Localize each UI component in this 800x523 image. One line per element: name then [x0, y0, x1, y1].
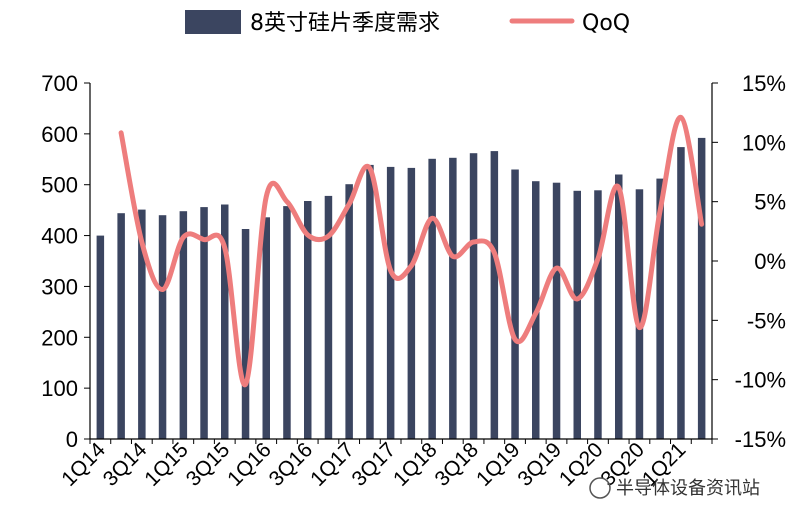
- right-tick-label: 10%: [742, 130, 786, 155]
- bar-2Q21: [697, 137, 706, 439]
- bar-2Q15: [200, 207, 208, 439]
- x-tick-label: 3Q16: [265, 438, 318, 491]
- x-tick-label: 1Q19: [472, 438, 525, 491]
- bar-3Q16: [304, 201, 312, 439]
- x-tick-label: 3Q18: [431, 438, 484, 491]
- bar-4Q19: [573, 190, 581, 439]
- bar-4Q14: [158, 215, 167, 439]
- bar-1Q15: [179, 211, 188, 439]
- x-tick-label: 3Q19: [513, 438, 566, 491]
- bar-3Q17: [386, 166, 395, 439]
- x-tick-label: 1Q18: [389, 438, 442, 491]
- bar-3Q19: [552, 182, 561, 439]
- qoq-line: [118, 114, 705, 387]
- right-tick-label: -10%: [735, 368, 786, 393]
- bar-3Q20: [635, 189, 644, 439]
- legend-bar-label: 8英寸硅片季度需求: [250, 11, 440, 36]
- left-tick-label: 700: [41, 71, 78, 96]
- x-tick-label: 3Q17: [348, 438, 401, 491]
- bar-2Q14: [117, 213, 125, 439]
- x-tick-label: 1Q16: [223, 438, 276, 491]
- bar-4Q20: [656, 178, 664, 439]
- x-tick-label: 1Q15: [140, 438, 193, 491]
- legend: 8英寸硅片季度需求 QoQ: [185, 10, 630, 36]
- bar-1Q14: [96, 235, 105, 439]
- left-tick-label: 600: [41, 122, 78, 147]
- x-tick-label: 1Q17: [306, 438, 359, 491]
- watermark-text: 半导体设备资讯站: [616, 478, 760, 499]
- watermark: 半导体设备资讯站: [589, 477, 760, 499]
- bar-4Q17: [407, 167, 416, 439]
- bar-2Q17: [366, 164, 374, 439]
- left-tick-label: 0: [66, 427, 78, 452]
- bar-4Q18: [490, 151, 499, 439]
- left-tick-label: 300: [41, 274, 78, 299]
- bar-1Q17: [345, 184, 353, 439]
- bar-1Q16: [262, 217, 270, 439]
- wechat-icon: [589, 477, 611, 499]
- right-tick-label: 5%: [754, 190, 786, 215]
- right-tick-label: -15%: [735, 427, 786, 452]
- right-tick-label: 15%: [742, 71, 786, 96]
- bar-1Q21: [677, 147, 685, 439]
- bar-1Q20: [594, 190, 602, 439]
- left-tick-label: 100: [41, 376, 78, 401]
- left-tick-label: 400: [41, 224, 78, 249]
- bar-4Q16: [324, 195, 333, 439]
- right-tick-label: 0%: [754, 249, 786, 274]
- right-tick-label: -5%: [747, 308, 786, 333]
- bar-1Q19: [511, 169, 519, 439]
- bar-2Q16: [283, 206, 291, 439]
- bar-series: [96, 137, 706, 440]
- bar-3Q15: [221, 204, 229, 439]
- bar-3Q14: [138, 209, 146, 439]
- bar-3Q18: [469, 153, 478, 439]
- bar-2Q20: [615, 174, 623, 439]
- left-tick-label: 500: [41, 173, 78, 198]
- bar-2Q18: [449, 157, 457, 440]
- legend-bar-swatch: [185, 10, 241, 34]
- line-series: [118, 114, 705, 387]
- bar-1Q18: [428, 158, 436, 440]
- x-tick-label: 3Q14: [99, 438, 152, 491]
- x-tick-label: 3Q15: [182, 438, 235, 491]
- bar-4Q15: [241, 229, 250, 439]
- x-tick-label: 1Q20: [555, 438, 608, 491]
- legend-line-label: QoQ: [582, 11, 630, 36]
- left-tick-label: 200: [41, 325, 78, 350]
